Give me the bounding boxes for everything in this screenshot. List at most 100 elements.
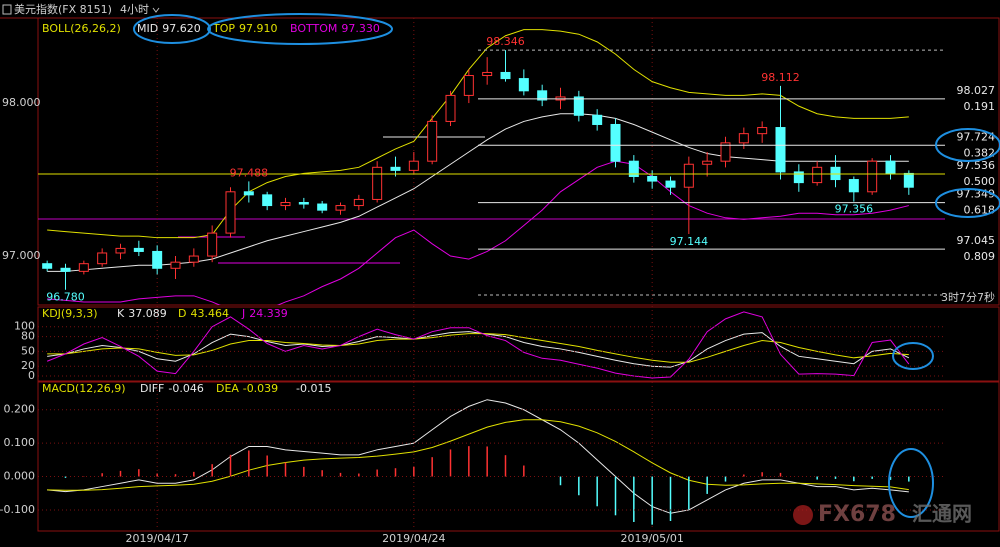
candle-body (830, 166, 841, 181)
candle-body (408, 160, 419, 171)
legend-entry: J 24.339 (241, 307, 288, 320)
candle-body (225, 191, 236, 234)
ellipse (935, 128, 1000, 162)
fib-ratio: 0.618 (964, 204, 996, 217)
legend-entry: MID 97.620 (137, 22, 201, 35)
frames (0, 17, 1000, 532)
candle-body (207, 232, 218, 257)
candle-body (647, 175, 658, 182)
x-tick-label: 2019/05/01 (620, 532, 683, 545)
candle-body (42, 263, 53, 269)
indicator-line (46, 311, 910, 379)
legend-value: 43.464 (190, 307, 229, 320)
extreme-label: 96.780 (46, 291, 85, 304)
candle-body (170, 261, 181, 269)
candle-body (188, 255, 199, 263)
candle-body (445, 94, 456, 122)
y-tick-label: 97.000 (2, 249, 41, 262)
legend-entry: BOTTOM 97.330 (290, 22, 380, 35)
panel (46, 311, 910, 379)
candle-body (427, 120, 438, 162)
fib-price: 97.045 (957, 234, 996, 247)
candle-body (280, 202, 291, 207)
indicator-line (47, 333, 909, 363)
x-tick-label: 2019/04/24 (382, 532, 445, 545)
legend-value: 97.330 (341, 22, 380, 35)
candle-body (243, 191, 254, 196)
legend-name: DIFF (140, 382, 164, 395)
legend-name: DEA (216, 382, 239, 395)
candle-body (573, 96, 584, 116)
candle-body (592, 114, 603, 125)
indicator-name: BOLL(26,26,2) (42, 22, 121, 35)
panel (47, 399, 910, 525)
period-chevron[interactable] (152, 7, 160, 13)
legend-entry: DEA -0.039 (216, 382, 278, 395)
panel (42, 29, 914, 305)
legend-value: -0.015 (296, 382, 331, 395)
candle-body (610, 123, 621, 162)
candle-body (390, 166, 401, 171)
ellipse (892, 342, 934, 370)
kdj-frame (37, 306, 1000, 382)
y-tick-label: 20 (21, 359, 35, 372)
macd-frame (37, 381, 1000, 532)
candle-body (720, 142, 731, 162)
legend-entry: TOP 97.910 (212, 22, 278, 35)
indicator-name: MACD(12,26,9) (42, 382, 126, 395)
legend-name: MID (137, 22, 158, 35)
watermark-name: 汇通网 (912, 502, 972, 526)
indicator-line (47, 29, 909, 239)
candle-body (262, 194, 273, 207)
y-tick-label: 0.200 (4, 403, 36, 416)
plot: 2019/04/17 2019/04/24 2019/05/01 98.000 97.0… (0, 18, 995, 545)
candle-body (518, 78, 529, 92)
ellipse (207, 13, 393, 45)
candle-body (298, 202, 309, 205)
fib-ratio: 0.809 (964, 250, 996, 263)
fib-ratio: 0.500 (964, 175, 996, 188)
legend-entry: DIFF -0.046 (140, 382, 204, 395)
candle-body (628, 160, 639, 177)
candle-body (793, 171, 804, 184)
extreme-label: 97.144 (670, 235, 709, 248)
countdown: 3时7分7秒 (941, 290, 995, 304)
y-tick-label: 0.100 (4, 436, 36, 449)
symbol: 美元指数(FX 8151) (14, 2, 112, 16)
candle-body (683, 163, 694, 188)
y-tick-label: 0.000 (4, 470, 36, 483)
legend-value: 37.089 (128, 307, 167, 320)
highlight-ellipses (133, 13, 1000, 518)
candle-body (353, 198, 364, 207)
fib-price: 97.536 (957, 159, 996, 172)
legend-value: 24.339 (249, 307, 288, 320)
period[interactable]: 4小时 (120, 3, 149, 16)
candle-body (372, 166, 383, 200)
legend-name: J (241, 307, 245, 320)
candle-body (867, 160, 878, 193)
candle-body (537, 90, 548, 101)
candle-body (903, 172, 914, 188)
legend-name: BOTTOM (290, 22, 337, 35)
legend-name: D (178, 307, 186, 320)
watermark-logo-icon (793, 505, 813, 525)
menu-icon[interactable] (2, 4, 12, 15)
candle-body (463, 75, 474, 96)
legend-name: K (117, 307, 125, 320)
candle-body (812, 166, 823, 184)
indicator-line (47, 331, 910, 368)
fib-ratio: 0.382 (964, 146, 996, 159)
indicator-line (47, 160, 909, 305)
candle-body (885, 160, 896, 174)
extreme-label: 98.346 (486, 35, 525, 48)
y-tick-label: 50 (21, 344, 35, 357)
candle-body (757, 127, 768, 135)
candle-body (665, 180, 676, 188)
ellipse (888, 448, 934, 518)
fib-price: 98.027 (957, 84, 996, 97)
candle-body (702, 160, 713, 165)
ellipse (935, 188, 1000, 218)
candle-body (97, 252, 108, 265)
candle-body (335, 205, 346, 211)
extreme-label: 97.488 (230, 166, 269, 179)
